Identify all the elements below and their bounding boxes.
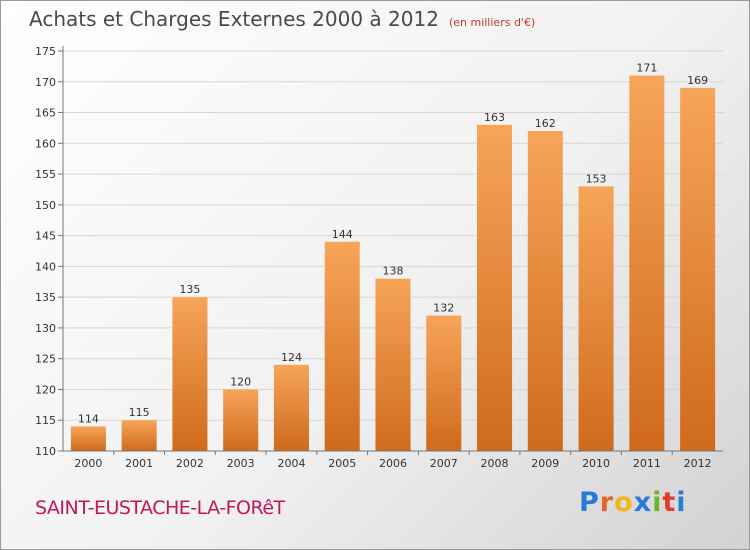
y-tick-label: 165 <box>35 107 56 120</box>
bar-2010 <box>578 186 614 451</box>
logo-letter: x <box>633 487 653 518</box>
x-tick-label: 2000 <box>74 457 102 470</box>
bar-2002 <box>172 297 208 451</box>
bar-2008 <box>477 124 513 451</box>
axes: 110 115 120 125 130 135 140 145 150 155 160 165 170 1… <box>35 45 723 470</box>
logo-letter: o <box>614 487 634 518</box>
y-tick-label: 110 <box>35 445 56 458</box>
logo-letter: r <box>599 487 615 518</box>
data-label-2011: 171 <box>636 62 657 75</box>
bars: 114 115 135 120 124 144 138 132 163 162 153 171 169 <box>70 62 716 451</box>
logo-letter: i <box>676 487 687 518</box>
data-label-2010: 153 <box>586 172 607 185</box>
x-tick-label: 2001 <box>125 457 153 470</box>
data-label-2005: 144 <box>332 228 353 241</box>
bar-2007 <box>426 315 462 451</box>
bar-2004 <box>273 364 309 451</box>
y-tick-label: 120 <box>35 383 56 396</box>
x-tick-label: 2011 <box>633 457 661 470</box>
chart-title: Achats et Charges Externes 2000 à 2012 (e… <box>29 7 535 31</box>
y-tick-label: 170 <box>35 76 56 89</box>
y-tick-label: 145 <box>35 230 56 243</box>
chart-unit: (en milliers d'€) <box>448 16 536 29</box>
bar-2012 <box>680 87 716 451</box>
bar-2001 <box>121 420 157 451</box>
x-tick-label: 2010 <box>582 457 610 470</box>
y-tick-label: 160 <box>35 137 56 150</box>
y-tick-label: 135 <box>35 291 56 304</box>
chart-title-text: Achats et Charges Externes 2000 à 2012 <box>29 7 439 31</box>
data-label-2000: 114 <box>78 412 99 425</box>
bar-2011 <box>629 75 665 451</box>
data-label-2002: 135 <box>179 283 200 296</box>
data-label-2003: 120 <box>230 375 251 388</box>
bar-2009 <box>527 131 563 451</box>
y-tick-label: 150 <box>35 199 56 212</box>
logo-letter: i <box>652 487 663 518</box>
logo-letter: t <box>662 487 677 518</box>
logo-letter: P <box>579 487 600 518</box>
x-tick-label: 2002 <box>176 457 204 470</box>
x-tick-label: 2008 <box>481 457 509 470</box>
proxiti-logo: Proxiti <box>579 487 687 518</box>
x-tick-label: 2012 <box>684 457 712 470</box>
x-tick-label: 2003 <box>227 457 255 470</box>
x-tick-label: 2005 <box>328 457 356 470</box>
data-label-2006: 138 <box>383 265 404 278</box>
data-label-2008: 163 <box>484 111 505 124</box>
data-label-2007: 132 <box>433 302 454 315</box>
x-tick-label: 2009 <box>531 457 559 470</box>
y-tick-label: 130 <box>35 322 56 335</box>
y-tick-label: 125 <box>35 353 56 366</box>
data-label-2001: 115 <box>129 406 150 419</box>
x-tick-label: 2007 <box>430 457 458 470</box>
x-tick-label: 2004 <box>277 457 305 470</box>
y-tick-label: 175 <box>35 45 56 58</box>
bar-2003 <box>223 389 259 451</box>
bar-2006 <box>375 278 411 451</box>
commune-name: SAINT-EUSTACHE-LA-FORêT <box>35 497 285 519</box>
y-tick-label: 115 <box>35 414 56 427</box>
x-tick-label: 2006 <box>379 457 407 470</box>
data-label-2004: 124 <box>281 351 302 364</box>
y-tick-label: 155 <box>35 168 56 181</box>
bar-2005 <box>324 241 360 451</box>
bar-2000 <box>70 426 106 451</box>
data-label-2009: 162 <box>535 117 556 130</box>
data-label-2012: 169 <box>687 74 708 87</box>
y-tick-label: 140 <box>35 260 56 273</box>
